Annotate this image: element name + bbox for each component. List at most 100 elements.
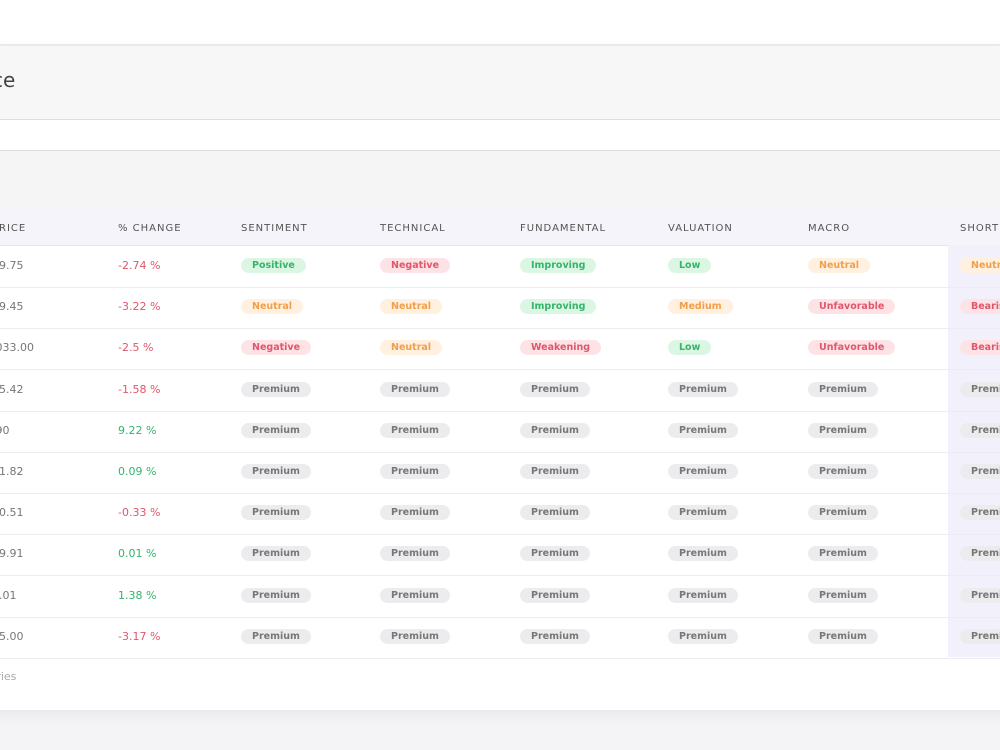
status-pill: Premium [520,422,590,438]
price: $169.91 [0,547,24,561]
status-pill: Unfavorable [808,299,896,315]
status-pill: Premium [808,381,878,397]
status-pill: Premium [380,381,450,397]
table-row: $989.45 -3.22 % Neutral Neutral Improving Med… [0,287,1000,330]
column-header[interactable]: VALUATION [668,223,733,234]
status-pill: Bearish [960,299,1000,315]
status-pill: Medium [668,299,733,315]
status-pill: Negative [380,258,451,273]
status-pill: Premium [520,381,590,397]
card-title: ce [0,68,16,92]
change: -2.5 % [118,341,154,355]
table-row: $169.91 0.01 % Premium Premium Premium Premiu… [0,534,1000,577]
status-pill: Positive [241,258,306,273]
status-pill: Neutral [380,340,443,356]
status-pill: Premium [668,422,738,438]
price: $171.82 [0,465,24,478]
status-pill: Improving [520,299,597,315]
status-pill: Premium [380,505,450,521]
table-row: $3,033.00 -2.5 % Negative Neutral Weakening L… [0,328,1000,371]
column-header[interactable]: PRICE [0,223,27,234]
status-pill: Weakening [520,340,602,356]
status-pill: Low [668,340,712,356]
status-pill: Premium [960,464,1000,479]
column-header[interactable]: % CHANGE [118,223,182,234]
status-pill: Premium [241,464,311,479]
status-pill: Premium [380,587,450,603]
change: 1.38 % [118,588,157,602]
status-pill: Bearish [960,340,1000,356]
price: $250.51 [0,506,24,520]
status-pill: Premium [808,464,878,479]
status-pill: Premium [241,381,311,397]
change: -2.74 % [118,259,161,272]
status-pill: Premium [808,587,878,603]
table-row: $0.90 9.22 % Premium Premium Premium Premium P… [0,411,1000,453]
price: $3,033.00 [0,341,34,355]
status-pill: Neutral [241,299,304,315]
status-pill: Premium [520,546,590,562]
price: $88.01 [0,588,17,602]
price: $165.00 [0,629,24,643]
status-pill: Premium [241,587,311,603]
status-pill: Premium [960,546,1000,562]
status-pill: Premium [808,505,878,521]
entries-info: tries [0,670,17,683]
status-pill: Premium [808,546,878,562]
column-header[interactable]: FUNDAMENTAL [520,223,607,234]
column-header[interactable]: SENTIMENT [241,223,308,234]
table-header: PRICE % CHANGE SENTIMENT TECHNICAL FUNDAMENT… [0,210,1000,246]
toolbar [0,151,1000,210]
change: -3.22 % [118,300,161,314]
status-pill: Premium [960,505,1000,521]
status-pill: Premium [808,422,878,438]
card-header: ce [0,46,1000,120]
price: $0.90 [0,423,10,437]
status-pill: Premium [380,546,450,562]
status-pill: Premium [380,422,450,438]
status-pill: Premium [668,587,738,603]
status-pill: Premium [668,505,738,521]
search-bar[interactable] [0,120,1000,151]
change: -0.33 % [118,506,161,520]
change: 0.01 % [118,547,157,561]
status-pill: Premium [520,628,590,644]
price: $265.42 [0,382,24,396]
status-pill: Premium [520,587,590,603]
table-row: $88.01 1.38 % Premium Premium Premium Premium… [0,576,1000,618]
table-row: $279.75 -2.74 % Positive Negative Improving L… [0,246,1000,288]
status-pill: Premium [668,381,738,397]
table-row: $165.00 -3.17 % Premium Premium Premium Premi… [0,617,1000,659]
price: $989.45 [0,300,24,314]
status-pill: Neutral [808,258,871,273]
status-pill: Premium [241,546,311,562]
top-bar [0,0,1000,44]
status-pill: Premium [241,422,311,438]
status-pill: Premium [668,628,738,644]
table-row: $265.42 -1.58 % Premium Premium Premium Premi… [0,370,1000,412]
change: 9.22 % [118,423,157,437]
table-row: $250.51 -0.33 % Premium Premium Premium Premi… [0,493,1000,536]
change: 0.09 % [118,465,157,478]
status-pill: Neutral [960,258,1000,273]
change: -3.17 % [118,629,161,643]
status-pill: Premium [380,628,450,644]
change: -1.58 % [118,382,161,396]
status-pill: Negative [241,340,312,356]
status-pill: Improving [520,258,597,273]
status-pill: Premium [241,505,311,521]
status-pill: Premium [960,422,1000,438]
column-header[interactable]: MACRO [808,223,851,234]
status-pill: Premium [960,587,1000,603]
status-pill: Premium [668,546,738,562]
status-pill: Unfavorable [808,340,896,356]
column-header[interactable]: SHORT [960,223,1000,234]
table-row: $171.82 0.09 % Premium Premium Premium Premiu… [0,452,1000,494]
status-pill: Premium [668,464,738,479]
column-header[interactable]: TECHNICAL [380,223,446,234]
status-pill: Premium [960,381,1000,397]
status-pill: Premium [380,464,450,479]
status-pill: Premium [960,628,1000,644]
status-pill: Premium [808,628,878,644]
